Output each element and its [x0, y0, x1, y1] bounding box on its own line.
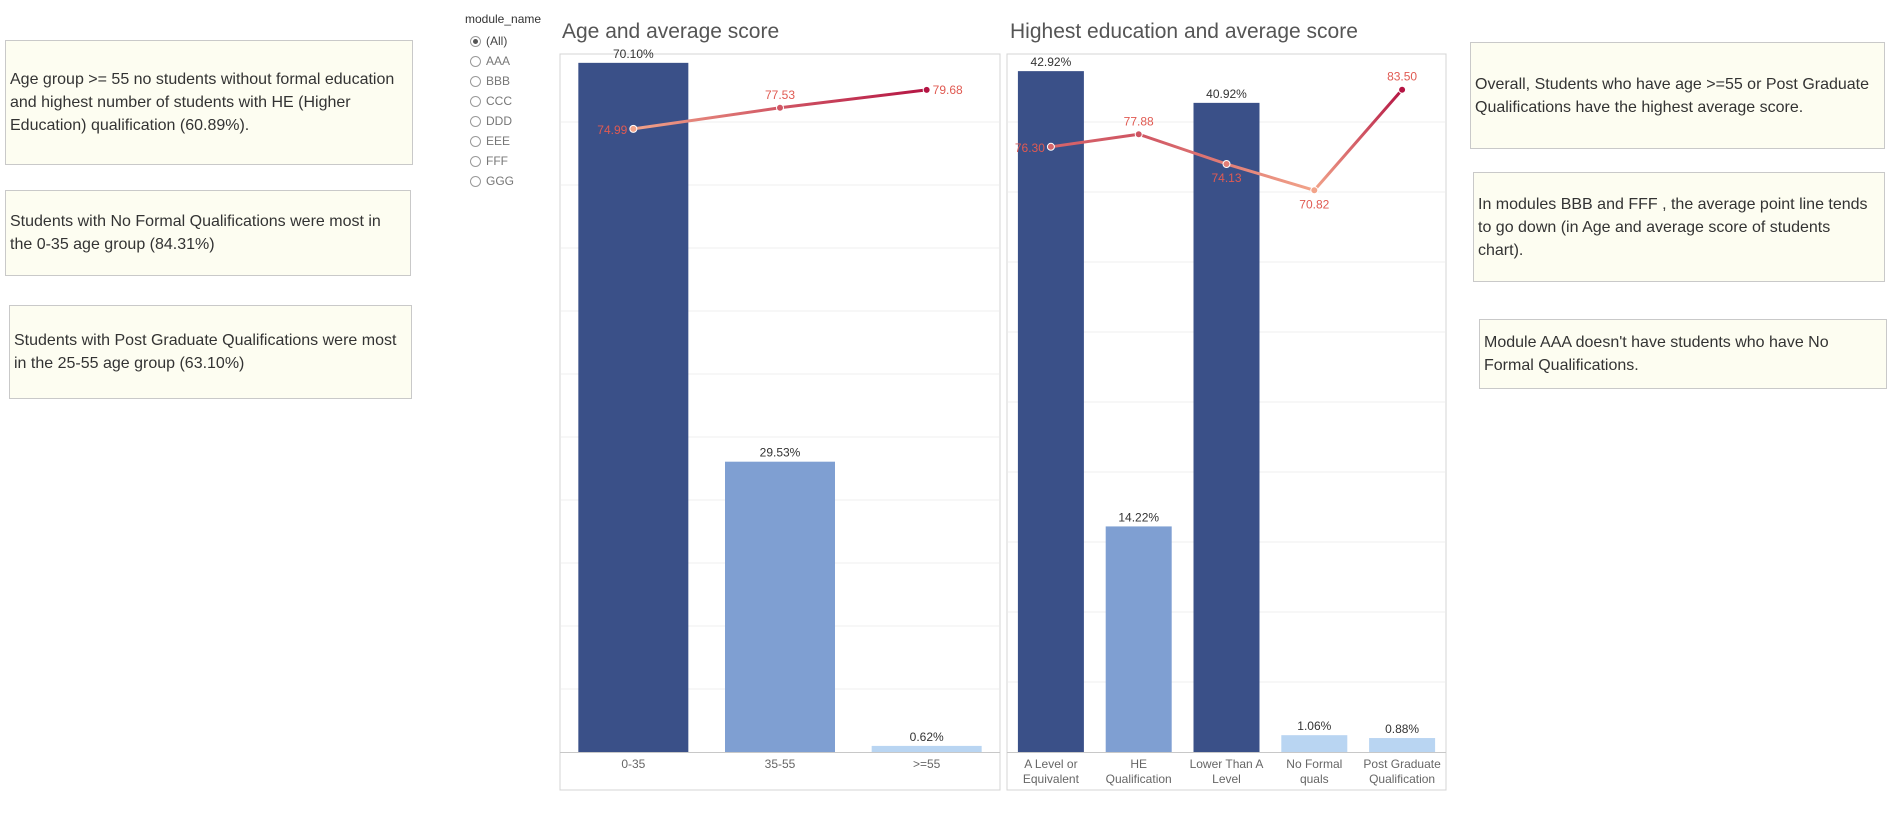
bar-value-label: 42.92% — [1031, 55, 1072, 69]
radio-icon[interactable] — [470, 135, 481, 147]
score-point — [776, 103, 784, 112]
filter-option-label: AAA — [486, 54, 511, 68]
bar-value-label: 1.06% — [1297, 719, 1331, 733]
radio-icon[interactable] — [470, 115, 481, 127]
score-line-segment — [1313, 88, 1404, 192]
score-value-label: 83.50 — [1387, 70, 1417, 84]
score-line-segment — [1226, 162, 1315, 192]
score-point — [922, 85, 931, 94]
bar-age — [725, 461, 835, 752]
score-value-label: 77.53 — [765, 88, 795, 102]
bar-value-label: 40.92% — [1206, 87, 1247, 101]
radio-icon[interactable] — [470, 75, 481, 87]
note-overall: Overall, Students who have age >=55 or P… — [1470, 42, 1885, 149]
score-value-label: 74.99 — [597, 123, 627, 137]
filter-option-label: DDD — [486, 114, 512, 128]
bar-education — [1105, 526, 1172, 752]
x-tick-label: Qualification — [1369, 772, 1435, 786]
score-value-label: 77.88 — [1124, 114, 1154, 128]
bar-age — [871, 745, 982, 752]
note-module-aaa: Module AAA doesn't have students who hav… — [1479, 319, 1887, 389]
radio-icon[interactable] — [470, 55, 481, 67]
filter-option-label: EEE — [486, 134, 511, 148]
module-filter-title: module_name — [465, 12, 542, 26]
module-filter: module_name (All) AAA BBB CCC DDD EEE FFF GGG — [465, 12, 541, 191]
score-point — [1046, 142, 1055, 151]
x-tick-label: Level — [1212, 772, 1241, 786]
x-tick-label: Equivalent — [1023, 772, 1080, 786]
score-point — [629, 124, 638, 133]
x-tick-label: 35-55 — [765, 757, 796, 771]
score-line-segment — [779, 88, 927, 110]
plot-frame — [559, 53, 1001, 791]
filter-option-label: FFF — [486, 154, 508, 168]
filter-option-label: (All) — [486, 34, 508, 48]
x-tick-label: >=55 — [913, 757, 941, 771]
bar-age — [578, 62, 689, 752]
score-point — [1310, 186, 1319, 195]
filter-option-eee[interactable]: EEE — [465, 131, 541, 151]
x-tick-label: Qualification — [1106, 772, 1172, 786]
filter-option-bbb[interactable]: BBB — [465, 71, 541, 91]
score-line-segment — [1138, 132, 1227, 166]
bar-education — [1017, 71, 1084, 752]
score-value-label: 79.68 — [933, 83, 963, 97]
filter-option-label: BBB — [486, 74, 511, 88]
bar-education — [1281, 735, 1348, 752]
score-line-segment — [1050, 132, 1139, 149]
radio-icon[interactable] — [470, 35, 481, 47]
note-bbb-fff: In modules BBB and FFF , the average poi… — [1473, 172, 1885, 282]
bar-value-label: 0.62% — [910, 730, 944, 744]
x-tick-label: No Formal — [1286, 757, 1342, 771]
bar-value-label: 14.22% — [1118, 510, 1159, 524]
filter-option-fff[interactable]: FFF — [465, 151, 541, 171]
filter-option-aaa[interactable]: AAA — [465, 51, 541, 71]
radio-icon[interactable] — [470, 155, 481, 167]
x-tick-label: quals — [1300, 772, 1329, 786]
x-tick-label: A Level or — [1024, 757, 1077, 771]
bar-education — [1369, 738, 1436, 752]
x-tick-label: 0-35 — [621, 757, 645, 771]
note-age-55: Age group >= 55 no students without form… — [5, 40, 413, 165]
chart-title-education: Highest education and average score — [1010, 20, 1358, 43]
filter-option-ggg[interactable]: GGG — [465, 171, 541, 191]
score-point — [1398, 85, 1407, 94]
x-tick-label: Post Graduate — [1363, 757, 1441, 771]
score-point — [1222, 160, 1231, 169]
x-tick-label: Lower Than A — [1190, 757, 1264, 771]
score-value-label: 74.13 — [1211, 171, 1241, 185]
score-line-segment — [633, 106, 781, 131]
x-tick-label: HE — [1130, 757, 1147, 771]
chart-title-age: Age and average score — [562, 20, 780, 43]
score-value-label: 76.30 — [1015, 141, 1045, 155]
score-point — [1134, 130, 1143, 139]
bar-value-label: 0.88% — [1385, 722, 1419, 736]
note-no-formal: Students with No Formal Qualifications w… — [5, 190, 411, 276]
filter-option-ddd[interactable]: DDD — [465, 111, 541, 131]
filter-option-label: CCC — [486, 94, 512, 108]
radio-icon[interactable] — [470, 95, 481, 107]
score-value-label: 70.82 — [1299, 197, 1329, 211]
note-post-graduate: Students with Post Graduate Qualificatio… — [9, 305, 412, 399]
bar-value-label: 29.53% — [760, 446, 801, 460]
radio-icon[interactable] — [470, 175, 481, 187]
filter-option-all[interactable]: (All) — [465, 31, 541, 51]
plot-frame — [1006, 53, 1447, 791]
filter-option-label: GGG — [486, 174, 515, 188]
filter-option-ccc[interactable]: CCC — [465, 91, 541, 111]
bar-education — [1193, 102, 1260, 753]
bar-value-label: 70.10% — [613, 47, 654, 61]
